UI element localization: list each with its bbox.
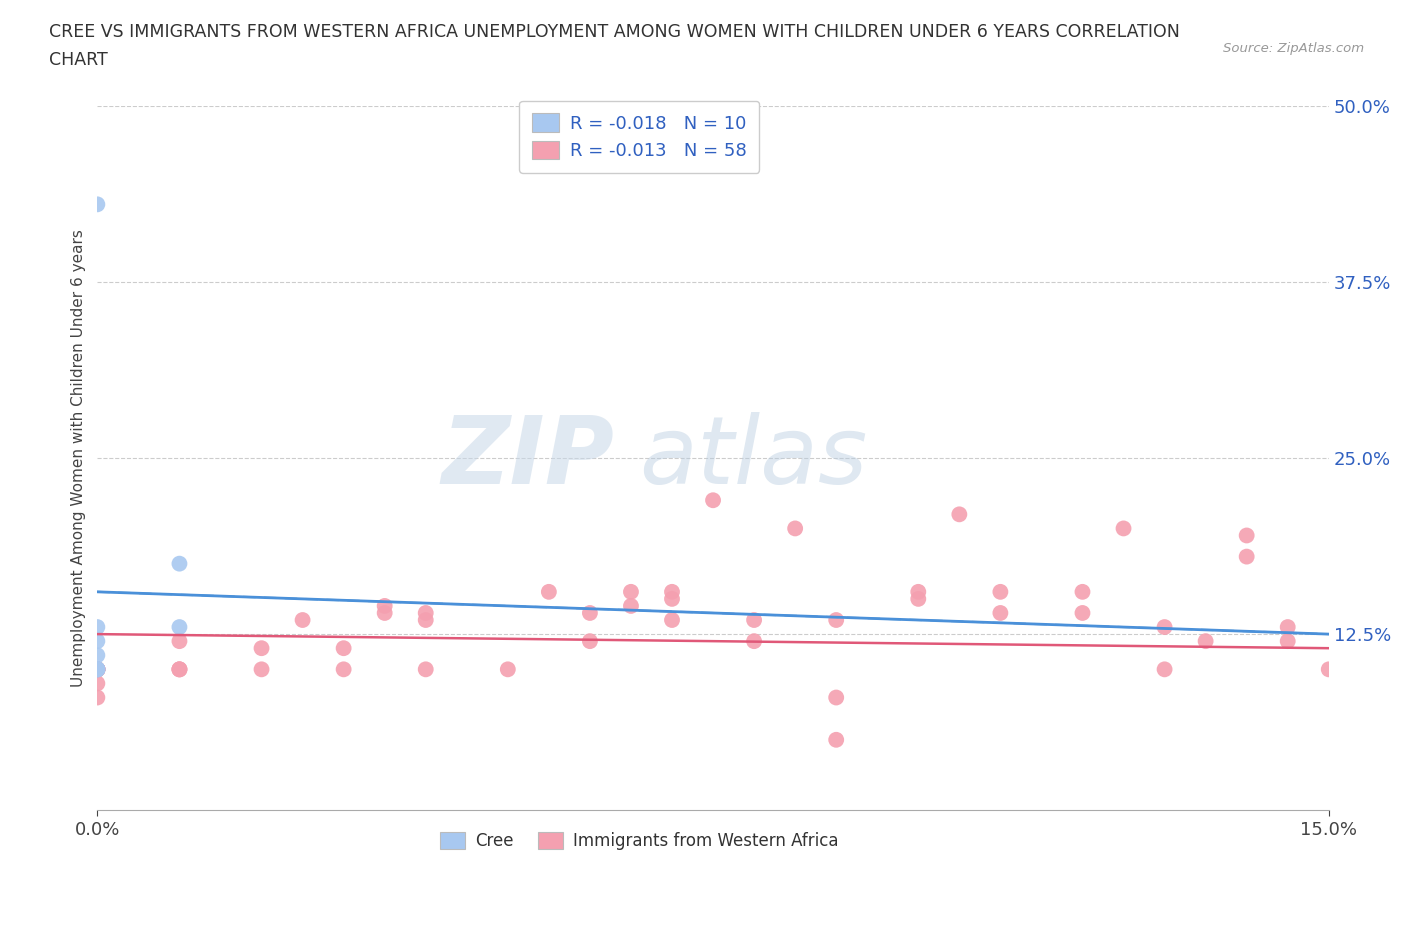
Point — [537, 584, 560, 599]
Point — [291, 613, 314, 628]
Point — [374, 599, 396, 614]
Point — [825, 732, 848, 747]
Point — [785, 521, 807, 536]
Text: CREE VS IMMIGRANTS FROM WESTERN AFRICA UNEMPLOYMENT AMONG WOMEN WITH CHILDREN UN: CREE VS IMMIGRANTS FROM WESTERN AFRICA U… — [49, 23, 1180, 41]
Point — [169, 662, 191, 677]
Legend: Cree, Immigrants from Western Africa: Cree, Immigrants from Western Africa — [432, 823, 846, 858]
Point — [250, 641, 273, 656]
Point — [86, 662, 108, 677]
Point — [86, 662, 108, 677]
Point — [620, 584, 643, 599]
Point — [169, 619, 191, 634]
Point — [415, 605, 437, 620]
Point — [742, 613, 765, 628]
Point — [1194, 633, 1216, 648]
Point — [169, 662, 191, 677]
Point — [907, 584, 929, 599]
Text: atlas: atlas — [640, 413, 868, 503]
Point — [990, 584, 1012, 599]
Point — [1153, 662, 1175, 677]
Point — [86, 662, 108, 677]
Point — [86, 662, 108, 677]
Point — [332, 641, 354, 656]
Point — [907, 591, 929, 606]
Text: ZIP: ZIP — [441, 412, 614, 504]
Point — [496, 662, 519, 677]
Point — [86, 633, 108, 648]
Point — [825, 613, 848, 628]
Point — [250, 662, 273, 677]
Point — [86, 662, 108, 677]
Point — [661, 613, 683, 628]
Point — [86, 690, 108, 705]
Point — [415, 613, 437, 628]
Point — [948, 507, 970, 522]
Point — [620, 599, 643, 614]
Point — [1236, 550, 1258, 565]
Point — [86, 662, 108, 677]
Point — [742, 633, 765, 648]
Point — [374, 605, 396, 620]
Point — [169, 633, 191, 648]
Point — [86, 197, 108, 212]
Point — [1317, 662, 1340, 677]
Point — [86, 662, 108, 677]
Point — [661, 584, 683, 599]
Point — [579, 605, 602, 620]
Point — [661, 591, 683, 606]
Point — [86, 662, 108, 677]
Point — [169, 662, 191, 677]
Point — [1236, 528, 1258, 543]
Point — [825, 690, 848, 705]
Point — [86, 662, 108, 677]
Point — [415, 662, 437, 677]
Point — [1153, 619, 1175, 634]
Point — [1277, 633, 1299, 648]
Point — [1112, 521, 1135, 536]
Point — [86, 676, 108, 691]
Point — [86, 662, 108, 677]
Point — [702, 493, 724, 508]
Point — [86, 662, 108, 677]
Point — [86, 662, 108, 677]
Y-axis label: Unemployment Among Women with Children Under 6 years: Unemployment Among Women with Children U… — [72, 229, 86, 687]
Point — [990, 605, 1012, 620]
Point — [1277, 619, 1299, 634]
Point — [86, 662, 108, 677]
Point — [86, 619, 108, 634]
Point — [86, 648, 108, 663]
Point — [332, 662, 354, 677]
Text: CHART: CHART — [49, 51, 108, 69]
Point — [1071, 605, 1094, 620]
Point — [86, 662, 108, 677]
Point — [1071, 584, 1094, 599]
Text: Source: ZipAtlas.com: Source: ZipAtlas.com — [1223, 42, 1364, 55]
Point — [579, 633, 602, 648]
Point — [169, 556, 191, 571]
